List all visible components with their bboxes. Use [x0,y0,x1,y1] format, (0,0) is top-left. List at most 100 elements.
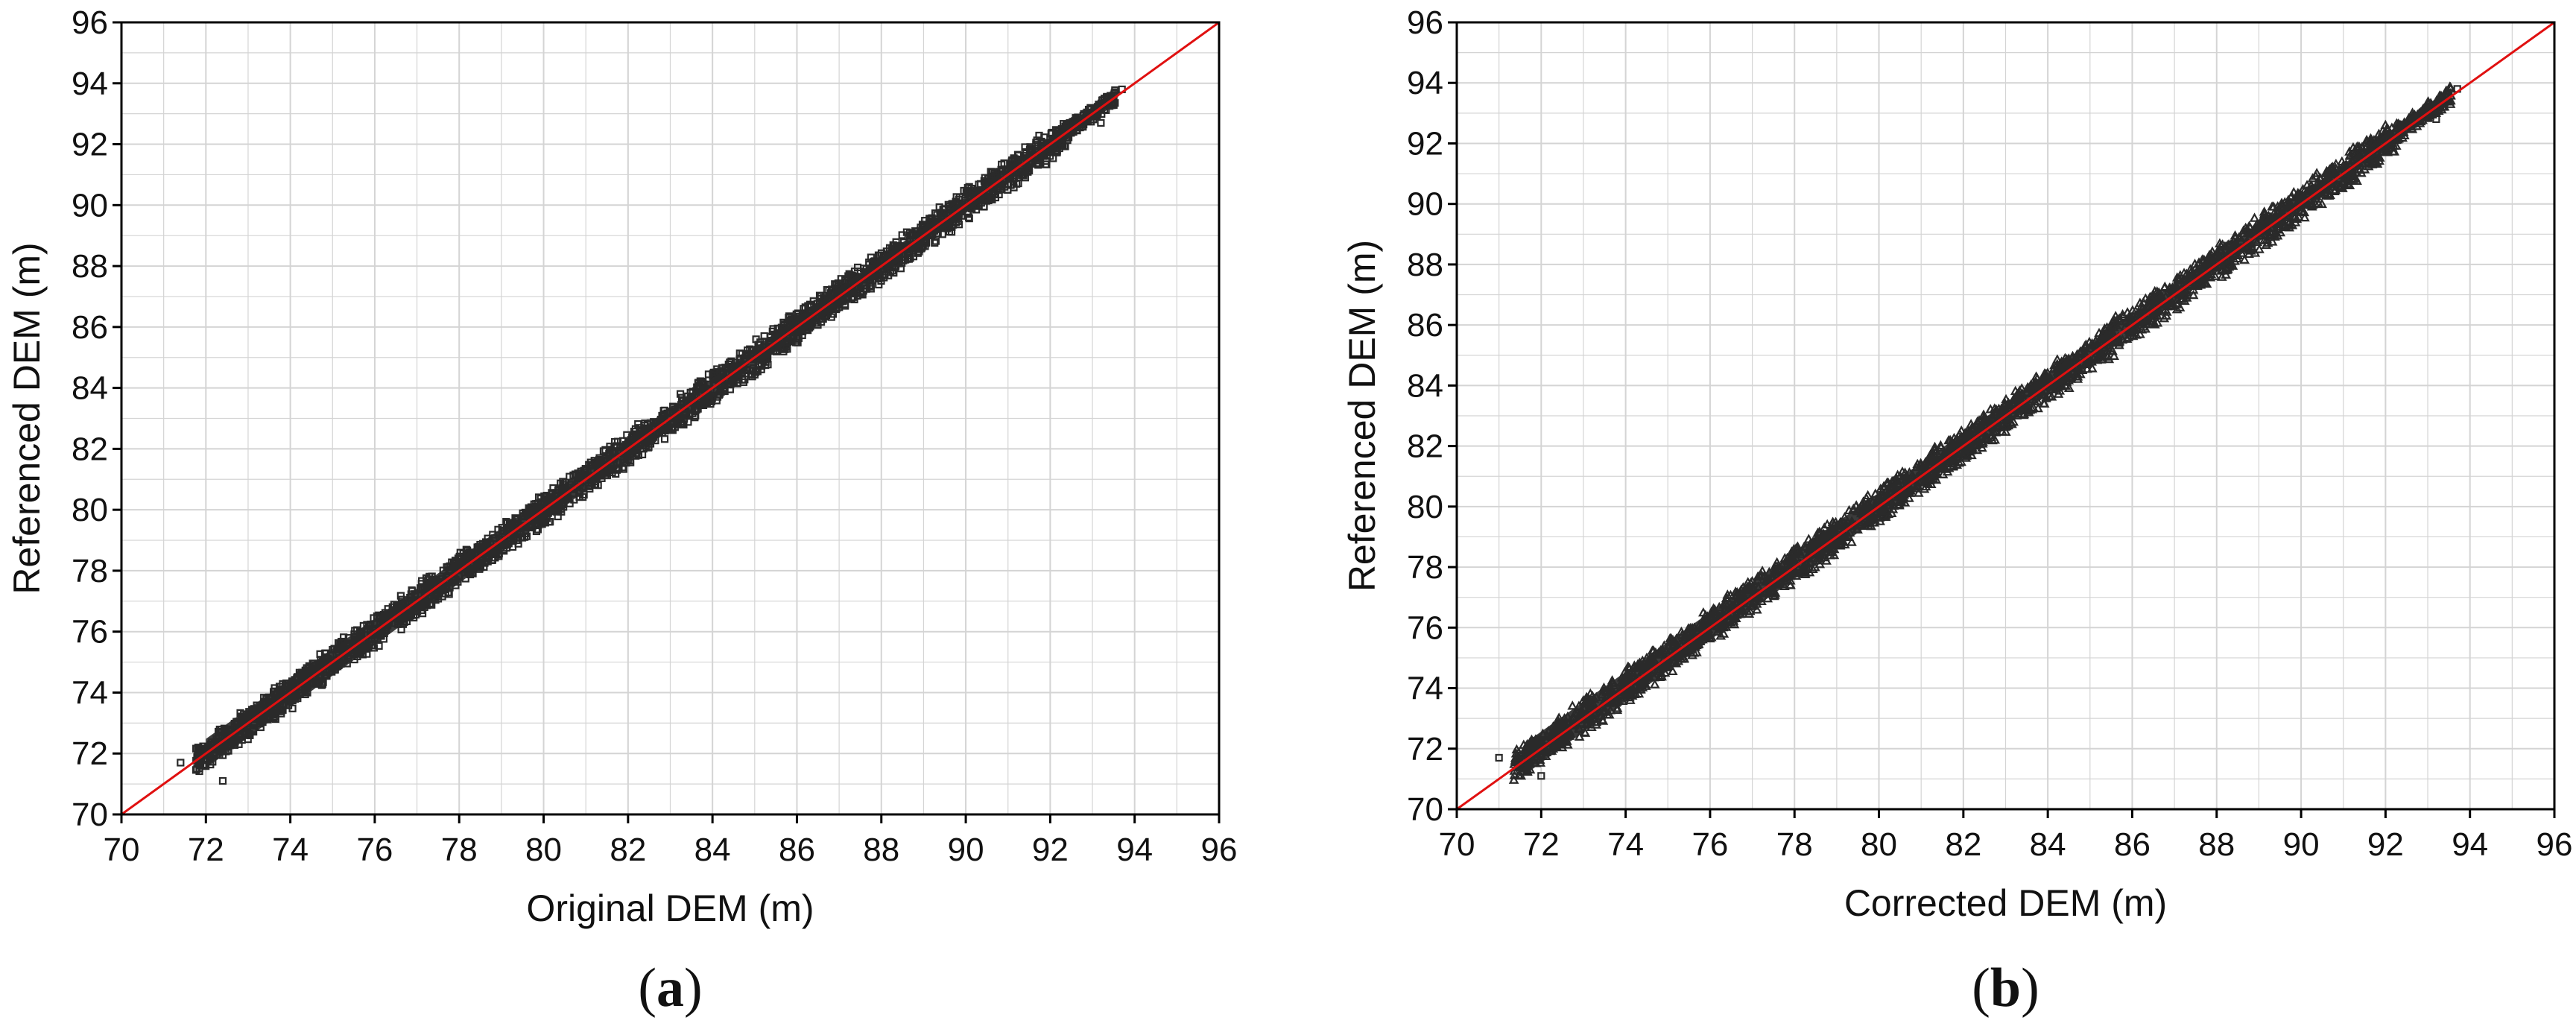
data-point [2355,164,2366,174]
data-point [944,200,952,209]
data-point [2188,289,2199,300]
x-tick-label: 82 [610,832,646,868]
data-point [2159,312,2170,323]
y-tick-label: 70 [72,797,108,833]
data-point [947,228,956,236]
x-tick-label: 92 [1032,832,1069,868]
data-point [952,193,961,201]
data-point [2082,364,2092,373]
y-tick-label: 92 [72,127,108,163]
data-point [660,435,669,443]
y-tick-label: 90 [72,187,108,224]
data-point [906,254,914,262]
x-tick-label: 70 [104,832,140,868]
x-axis-label: Original DEM (m) [526,887,814,929]
data-point [194,746,202,754]
data-point [935,203,943,212]
data-point [1800,567,1811,577]
data-point [987,168,995,176]
data-point [2317,198,2328,209]
data-point [1567,700,1578,710]
data-point [2109,350,2119,360]
data-point [1956,425,1967,435]
data-point [445,590,453,598]
y-tick-label: 76 [72,614,108,650]
x-tick-label: 96 [1201,832,1238,868]
chart-panel-b: 70 72 74 76 78 80 82 84 86 88 90 92 94 96707274767880… [1341,4,2572,1019]
data-point [2374,152,2385,162]
data-point [2244,248,2254,259]
data-point [2027,404,2038,414]
data-point [1513,752,1523,762]
scatter-points [1495,81,2461,784]
y-tick-label: 86 [72,309,108,346]
data-point [2117,308,2128,319]
data-point [988,193,996,201]
data-point [704,370,713,379]
data-point [931,238,939,247]
data-point [862,285,870,293]
data-point [874,251,883,259]
data-point [1513,770,1525,779]
data-point [2330,184,2341,194]
data-point [1962,449,1973,459]
data-point [535,493,543,501]
data-point [1942,466,1953,476]
y-tick-label: 72 [72,735,108,772]
data-point [880,273,888,282]
data-point [965,215,973,223]
data-point [2044,390,2055,400]
data-point [579,493,587,501]
data-point [1956,456,1966,466]
data-point [2033,402,2043,413]
data-point [853,291,861,300]
data-point [2382,147,2393,156]
data-point [2259,206,2270,216]
panel-letter: a [656,957,684,1019]
data-point [613,437,622,446]
data-point [601,446,610,454]
data-point [801,303,809,311]
scatter-density-core [206,90,1116,768]
data-point [2216,271,2227,281]
data-point [1021,143,1029,151]
reference-line-1to1 [121,22,1219,814]
data-point [2038,398,2049,408]
data-point [817,318,826,326]
data-point [1013,180,1021,188]
data-point [2307,173,2318,183]
data-point [1034,161,1042,169]
data-point [1021,174,1029,182]
data-point [340,633,348,642]
data-point [718,364,727,372]
data-point [2291,213,2303,224]
chart-panel-a: 70 72 74 76 78 80 82 84 86 88 90 92 94 96707274767880… [6,4,1237,1019]
data-point [2387,146,2399,156]
data-point [2217,239,2228,249]
data-point [794,334,803,343]
data-point [962,189,970,197]
data-point [1026,143,1034,151]
y-tick-label: 74 [72,674,108,711]
data-point [2140,323,2151,333]
plot-frame [120,21,1221,816]
data-point [623,431,631,439]
data-point [2103,351,2113,361]
data-point [2361,134,2372,145]
y-tick-label: 84 [72,370,108,407]
data-point [1042,160,1050,168]
data-point [709,368,718,377]
data-point [727,357,735,365]
data-point [1929,441,1940,452]
data-point [196,744,204,753]
data-point [837,275,845,283]
x-tick-label: 78 [441,832,478,868]
data-point [2349,145,2361,154]
data-point [549,484,557,493]
data-point [2344,180,2355,189]
scatter-points [177,85,1126,785]
x-tick-label: 86 [779,832,815,868]
data-point [898,231,906,239]
data-point [823,285,831,294]
